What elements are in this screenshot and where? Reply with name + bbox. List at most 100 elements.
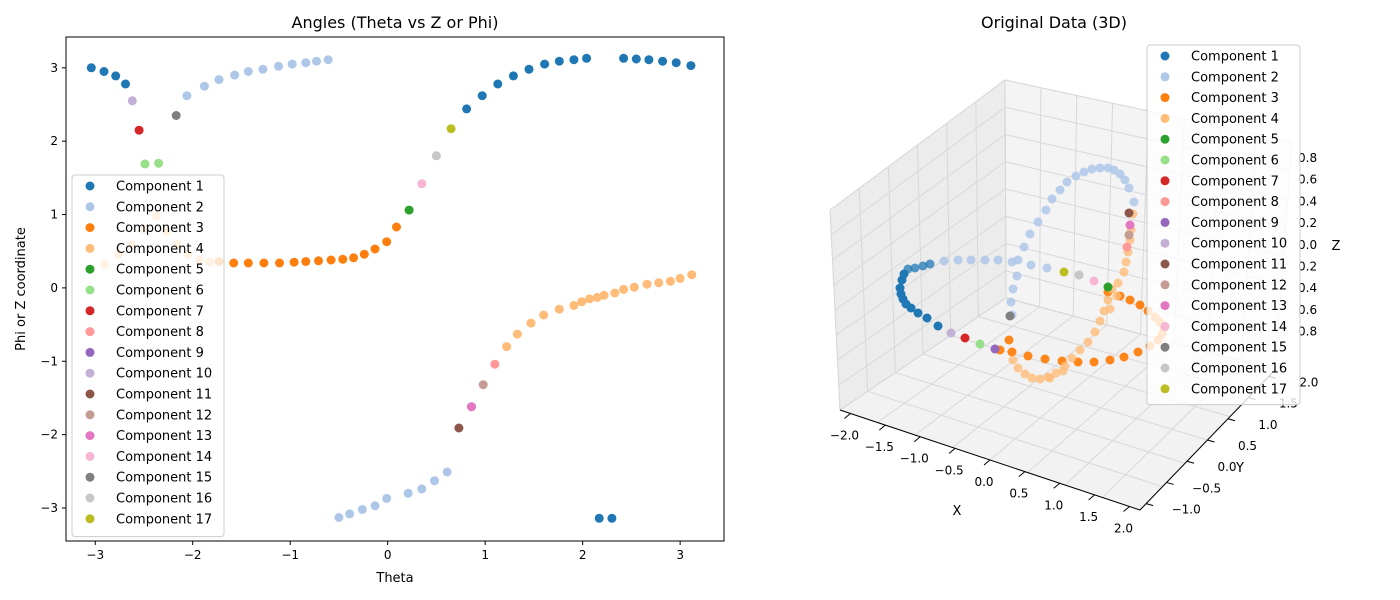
point-3d-4-0 — [1008, 355, 1018, 365]
point-3d-8-1 — [1122, 242, 1132, 252]
point-3d-2-16 — [1087, 164, 1097, 174]
data-point-1-15 — [607, 513, 617, 523]
legend-label-1: Component 1 — [116, 180, 204, 195]
point-3d-4-25 — [1058, 366, 1068, 376]
point-3d-2-19 — [1109, 165, 1119, 175]
data-point-12-1 — [478, 380, 488, 390]
x-axis-line — [839, 409, 1141, 511]
x-tick — [983, 459, 991, 466]
data-point-1-13 — [582, 53, 592, 63]
grid-line — [1027, 342, 1175, 473]
grid-line — [829, 79, 1006, 211]
grid-line — [832, 134, 1006, 261]
point-3d-4-23 — [1112, 291, 1122, 301]
point-3d-2-25 — [1008, 284, 1018, 294]
y-tick-label: 0.0 — [1217, 460, 1236, 474]
x-tick-label: −2.0 — [830, 428, 859, 442]
grid-line — [1004, 79, 1007, 299]
data-point-3-4 — [259, 258, 269, 268]
point-3d-1-2 — [898, 294, 908, 304]
x-tick-label: 0.0 — [974, 475, 993, 489]
x-tick-label: −0.5 — [935, 463, 964, 477]
right-legend-marker-17 — [1160, 384, 1170, 394]
data-point-2-11 — [323, 55, 333, 65]
point-3d-3-1 — [1007, 347, 1017, 357]
data-point-2-4 — [230, 70, 240, 80]
y-tick — [1248, 397, 1256, 401]
point-3d-3-10 — [1145, 341, 1155, 351]
x-tick-label: 0 — [384, 548, 392, 562]
legend-label-8: Component 8 — [116, 325, 204, 340]
legend-marker-16 — [85, 493, 95, 503]
point-3d-4-12 — [1095, 316, 1105, 326]
legend-marker-8 — [85, 327, 95, 337]
data-point-6-1 — [140, 159, 150, 169]
point-3d-4-20 — [1125, 235, 1135, 245]
grid-line — [887, 166, 896, 373]
z-tick-label: 0.2 — [1298, 260, 1317, 274]
x-tick-label: −3 — [86, 548, 104, 562]
grid-line — [1064, 351, 1209, 486]
y-tick-label: −0.5 — [1192, 481, 1221, 495]
point-3d-2-24 — [1012, 271, 1022, 281]
data-point-2-7 — [274, 61, 283, 71]
legend-marker-10 — [85, 368, 95, 378]
right-legend-marker-15 — [1160, 342, 1170, 352]
x-tick-label: 3 — [676, 548, 684, 562]
legend-marker-6 — [85, 285, 95, 295]
x-tick-label: −2 — [184, 548, 202, 562]
point-3d-2-23 — [1129, 197, 1139, 207]
grid-line — [989, 333, 1141, 461]
point-3d-4-16 — [1113, 278, 1123, 288]
grid-line — [952, 324, 1108, 448]
point-3d-4-10 — [1083, 337, 1093, 347]
data-point-10-1 — [127, 96, 137, 106]
grid-line — [1139, 369, 1276, 511]
right-legend-marker-5 — [1160, 134, 1170, 144]
point-3d-2-18 — [1103, 163, 1113, 173]
point-3d-3-11 — [1153, 335, 1163, 345]
point-3d-3-9 — [1133, 347, 1143, 357]
grid-line — [1072, 95, 1078, 317]
data-point-4-19 — [592, 292, 602, 302]
grid-line — [829, 209, 841, 411]
legend-label-6: Component 6 — [116, 284, 204, 299]
legend-label-4: Component 4 — [116, 242, 204, 257]
x-tick-label: 1.0 — [1044, 498, 1063, 512]
point-3d-2-2 — [966, 255, 976, 265]
legend-marker-13 — [85, 431, 95, 441]
grid-line — [834, 188, 1006, 311]
point-3d-2-27 — [1007, 310, 1017, 320]
data-point-4-28 — [687, 270, 697, 280]
legend-marker-1 — [85, 181, 95, 191]
point-3d-3-20 — [1103, 287, 1113, 297]
data-point-1-21 — [686, 61, 696, 71]
data-point-4-26 — [665, 276, 675, 286]
legend-marker-3 — [85, 223, 95, 233]
data-point-7-1 — [134, 125, 144, 135]
right-legend-marker-9 — [1160, 217, 1170, 227]
right-legend-label-17: Component 17 — [1191, 382, 1287, 397]
point-3d-5-1 — [1103, 282, 1113, 292]
right-legend-label-11: Component 11 — [1191, 258, 1287, 273]
point-3d-2-28 — [1026, 260, 1036, 270]
data-point-6-2 — [154, 158, 164, 168]
data-point-1-8 — [508, 71, 518, 81]
point-3d-1-3 — [901, 299, 911, 309]
data-point-3-15 — [392, 222, 401, 232]
point-3d-3-2 — [1023, 351, 1033, 361]
x-tick-label: −1.0 — [900, 452, 929, 466]
right-legend-marker-12 — [1160, 280, 1170, 290]
x-tick — [1088, 494, 1095, 501]
point-3d-2-4 — [993, 255, 1003, 265]
y-tick — [1145, 503, 1154, 507]
point-3d-4-13 — [1099, 306, 1109, 316]
point-3d-2-3 — [980, 255, 990, 265]
data-point-1-11 — [554, 56, 564, 66]
point-3d-3-12 — [1157, 329, 1167, 339]
point-3d-3-15 — [1150, 312, 1160, 322]
grid-line — [1005, 297, 1276, 371]
right-legend-marker-11 — [1160, 259, 1170, 269]
y-tick-label: 2 — [50, 134, 58, 148]
right-legend: Component 1 Component 2 Component 3 Compone… — [1146, 44, 1301, 406]
